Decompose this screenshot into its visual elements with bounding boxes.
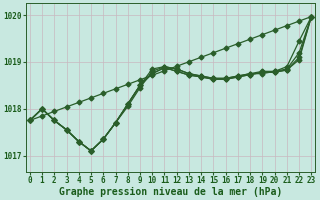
X-axis label: Graphe pression niveau de la mer (hPa): Graphe pression niveau de la mer (hPa): [59, 186, 282, 197]
